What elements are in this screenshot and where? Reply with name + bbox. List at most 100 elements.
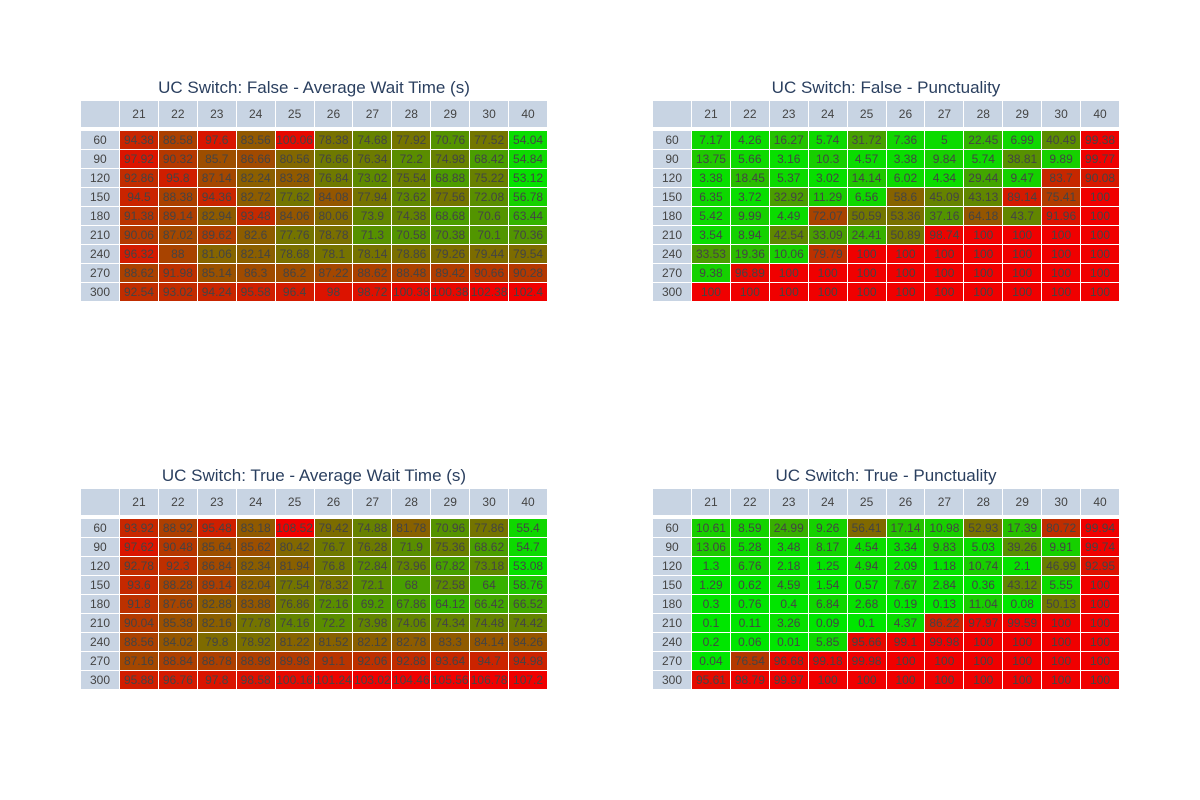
heat-cell: 3.48 [768, 537, 809, 557]
heat-cell: 73.98 [352, 613, 393, 633]
heat-cell: 91.1 [313, 651, 354, 671]
heat-cell: 92.54 [119, 282, 159, 302]
heat-cell: 100 [691, 282, 731, 302]
heat-cell: 74.38 [391, 206, 432, 226]
heat-cell: 5.74 [807, 130, 848, 150]
heat-cell: 13.06 [691, 537, 731, 557]
heat-cell: 3.54 [691, 225, 731, 245]
heat-cell: 95.88 [119, 670, 159, 690]
row-header: 90 [80, 537, 120, 557]
row-header: 150 [652, 575, 692, 595]
table-row: 210 90.06 87.02 89.62 82.6 77.76 78.78 71.3 70.5… [80, 225, 548, 245]
heat-cell: 72.08 [469, 187, 510, 207]
heat-cell: 1.54 [807, 575, 848, 595]
heat-cell: 6.35 [691, 187, 731, 207]
column-header: 23 [768, 100, 809, 128]
chart-title: UC Switch: True - Punctuality [775, 466, 997, 485]
heat-cell: 100 [1080, 187, 1120, 207]
heat-cell: 76.8 [313, 556, 354, 576]
heat-cell: 74.16 [274, 613, 315, 633]
heat-cell: 31.72 [846, 130, 887, 150]
heat-cell: 100 [729, 282, 770, 302]
heat-cell: 99.77 [1080, 149, 1120, 169]
heat-cell: 100 [1041, 282, 1082, 302]
heat-cell: 89.14 [157, 206, 198, 226]
heat-cell: 81.52 [313, 632, 354, 652]
heat-cell: 18.45 [729, 168, 770, 188]
heat-cell: 5.42 [691, 206, 731, 226]
heat-cell: 52.93 [963, 518, 1004, 538]
table-row: 90 97.62 90.48 85.64 85.62 80.42 76.7 76.28 71.9… [80, 537, 548, 557]
heat-cell: 94.98 [508, 651, 548, 671]
heat-cell: 100 [807, 282, 848, 302]
heat-cell: 88.98 [235, 651, 276, 671]
row-header: 60 [80, 130, 120, 150]
heat-cell: 17.14 [885, 518, 926, 538]
heat-cell: 55.4 [508, 518, 548, 538]
heat-cell: 85.7 [196, 149, 237, 169]
heat-cell: 64 [469, 575, 510, 595]
heat-cell: 85.14 [196, 263, 237, 283]
heat-cell: 88.48 [391, 263, 432, 283]
heat-cell: 88.84 [157, 651, 198, 671]
table-row: 180 0.3 0.76 0.4 6.84 2.68 0.19 0.13 11.04 0.08 50… [652, 594, 1120, 614]
heat-cell: 4.26 [729, 130, 770, 150]
heat-cell: 67.82 [430, 556, 471, 576]
heatmap-panel-4: UC Switch: True - Punctuality 21 22 23 24 25… [652, 466, 1120, 690]
table-row: 150 94.5 88.38 94.36 82.72 77.62 84.08 77.94 73.… [80, 187, 548, 207]
heat-cell: 2.84 [924, 575, 965, 595]
corner-cell [652, 100, 692, 128]
heat-cell: 32.92 [768, 187, 809, 207]
heat-cell: 67.86 [391, 594, 432, 614]
row-header: 240 [80, 632, 120, 652]
heat-cell: 29.44 [963, 168, 1004, 188]
row-header: 90 [80, 149, 120, 169]
column-header: 25 [274, 100, 315, 128]
heat-cell: 6.99 [1002, 130, 1043, 150]
heat-cell: 3.38 [885, 149, 926, 169]
heat-cell: 97.92 [119, 149, 159, 169]
row-header: 180 [80, 206, 120, 226]
heat-cell: 40.49 [1041, 130, 1082, 150]
heat-cell: 78.92 [235, 632, 276, 652]
table-row: 120 92.86 95.8 87.14 82.24 83.28 76.84 73.02 75.… [80, 168, 548, 188]
heat-cell: 93.6 [119, 575, 159, 595]
table-row: 90 97.92 90.32 85.7 86.66 80.56 76.66 76.34 72.2… [80, 149, 548, 169]
row-header: 210 [80, 225, 120, 245]
heat-cell: 4.94 [846, 556, 887, 576]
table-row: 60 93.92 88.92 95.48 83.18 108.52 79.42 74.88 81… [80, 518, 548, 538]
heat-cell: 99.18 [807, 651, 848, 671]
heat-cell: 97.8 [196, 670, 237, 690]
heat-cell: 91.38 [119, 206, 159, 226]
column-header: 21 [691, 488, 731, 516]
heat-cell: 82.12 [352, 632, 393, 652]
heat-cell: 4.57 [846, 149, 887, 169]
heat-cell: 0.2 [691, 632, 731, 652]
row-header: 120 [652, 168, 692, 188]
heat-cell: 100 [1080, 670, 1120, 690]
column-header: 23 [768, 488, 809, 516]
column-header: 26 [885, 100, 926, 128]
heat-cell: 24.99 [768, 518, 809, 538]
heat-cell: 54.84 [508, 149, 548, 169]
heat-cell: 73.96 [391, 556, 432, 576]
heat-cell: 100 [924, 263, 965, 283]
table-row: 210 90.04 85.38 82.16 77.78 74.16 72.2 73.98 74.… [80, 613, 548, 633]
heat-cell: 77.94 [352, 187, 393, 207]
heat-cell: 100 [963, 244, 1004, 264]
heat-cell: 95.58 [235, 282, 276, 302]
heat-cell: 100 [1041, 263, 1082, 283]
column-header: 23 [196, 100, 237, 128]
heat-cell: 77.86 [469, 518, 510, 538]
heat-cell: 78.86 [391, 244, 432, 264]
heat-cell: 93.64 [430, 651, 471, 671]
heat-cell: 70.38 [430, 225, 471, 245]
row-header: 120 [80, 168, 120, 188]
column-header: 40 [508, 488, 548, 516]
row-header: 270 [80, 651, 120, 671]
heat-cell: 93.48 [235, 206, 276, 226]
heat-cell: 82.04 [235, 575, 276, 595]
heat-cell: 100 [1002, 225, 1043, 245]
heat-cell: 56.41 [846, 518, 887, 538]
heat-cell: 1.29 [691, 575, 731, 595]
